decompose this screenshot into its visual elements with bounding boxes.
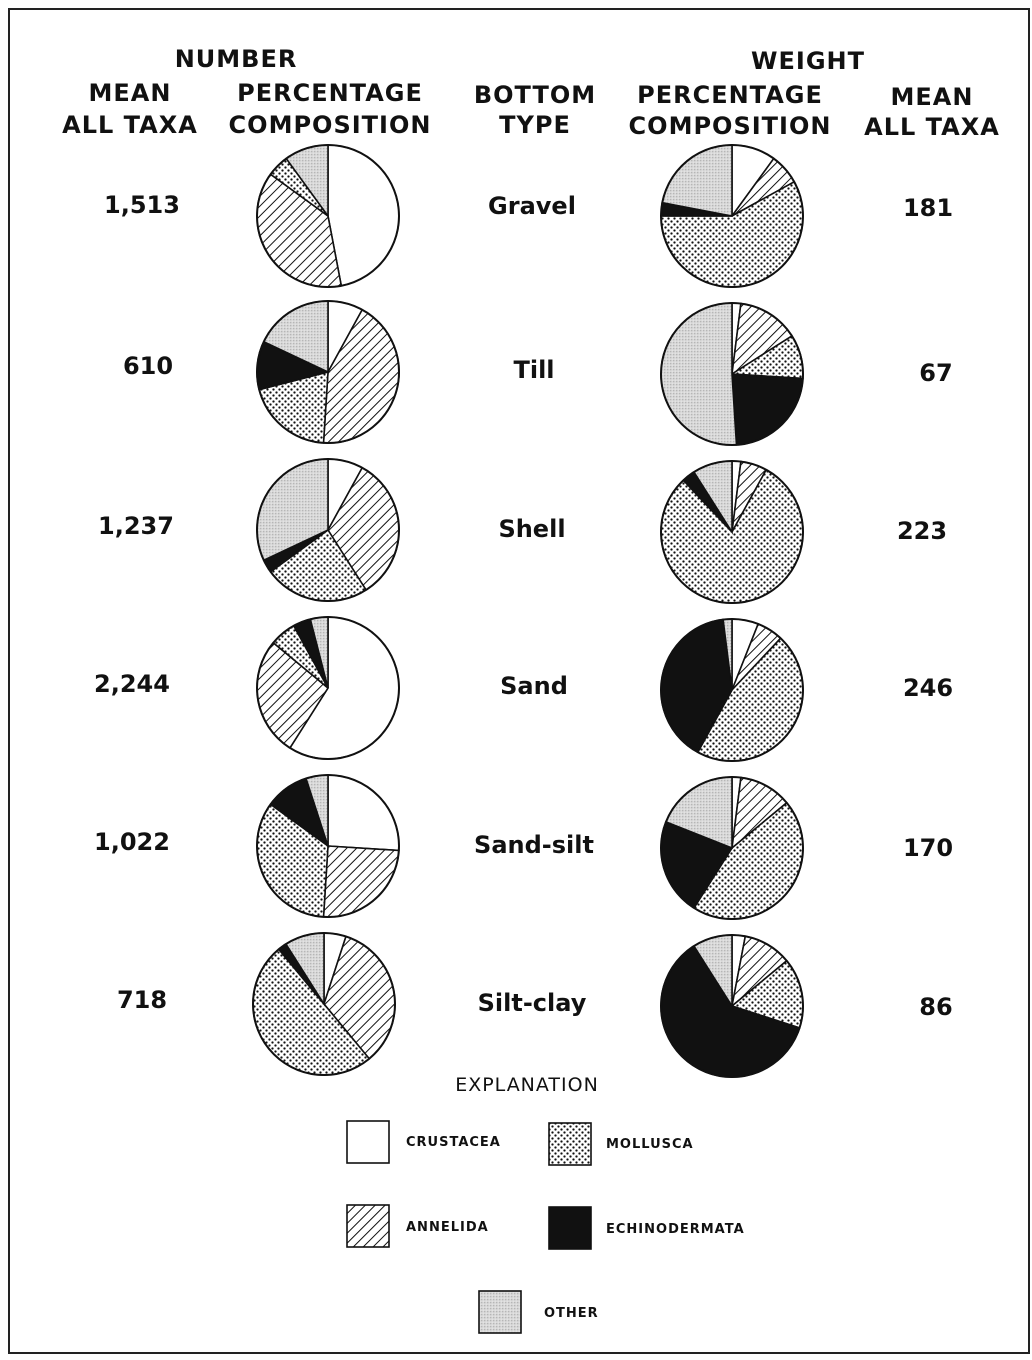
weight-pie-till-slice-other xyxy=(660,302,738,446)
bottom-type-gravel: Gravel xyxy=(488,192,576,220)
bottom-type-till: Till xyxy=(513,356,555,384)
number-mean-till: 610 xyxy=(122,352,174,380)
header-weight: WEIGHT xyxy=(751,47,865,75)
header-pct-right-2: COMPOSITION xyxy=(628,112,832,140)
weight-pie-sand-outline xyxy=(660,618,804,762)
header-pct-left-2: COMPOSITION xyxy=(228,111,432,139)
number-pie-gravel-outline xyxy=(256,144,400,288)
number-pie-sand-silt-slice-annelida xyxy=(322,845,400,918)
bottom-type-sand-silt: Sand-silt xyxy=(474,831,594,859)
legend-swatch-echinodermata xyxy=(548,1206,592,1250)
header-number: NUMBER xyxy=(174,45,298,73)
number-pie-silt-clay xyxy=(252,932,396,1076)
header-bottom-2: TYPE xyxy=(499,111,571,139)
bottom-type-silt-clay: Silt-clay xyxy=(477,989,587,1017)
number-pie-gravel xyxy=(256,144,400,288)
number-mean-sand: 2,244 xyxy=(94,670,170,698)
weight-pie-gravel xyxy=(660,144,804,288)
weight-pie-gravel-slice-other xyxy=(661,144,733,217)
weight-mean-sand: 246 xyxy=(902,674,954,702)
weight-pie-shell xyxy=(660,460,804,604)
legend-label-echinodermata: ECHINODERMATA xyxy=(606,1222,745,1237)
legend-swatch-fill-crustacea xyxy=(346,1120,390,1164)
legend-title: EXPLANATION xyxy=(455,1074,599,1096)
header-pct-left-1: PERCENTAGE xyxy=(237,79,423,107)
legend-swatch-other xyxy=(478,1290,522,1334)
weight-pie-sand xyxy=(660,618,804,762)
weight-pie-silt-clay-outline xyxy=(660,934,804,1078)
header-mean-right-1: MEAN xyxy=(890,83,974,111)
number-mean-shell: 1,237 xyxy=(98,512,174,540)
bottom-type-sand: Sand xyxy=(500,672,568,700)
legend-label-other: OTHER xyxy=(544,1306,599,1321)
header-mean-left-2: ALL TAXA xyxy=(62,111,198,139)
legend-swatch-mollusca xyxy=(548,1122,592,1166)
header-bottom-1: BOTTOM xyxy=(473,81,597,109)
header-pct-right-1: PERCENTAGE xyxy=(637,81,823,109)
number-pie-shell-outline xyxy=(256,458,400,602)
number-pie-till xyxy=(256,300,400,444)
number-mean-gravel: 1,513 xyxy=(104,191,180,219)
weight-mean-silt-clay: 86 xyxy=(919,993,953,1021)
number-pie-sand-silt xyxy=(256,774,400,918)
number-mean-sand-silt: 1,022 xyxy=(94,828,170,856)
number-mean-silt-clay: 718 xyxy=(116,986,168,1014)
legend-label-crustacea: CRUSTACEA xyxy=(406,1135,501,1150)
figure-frame xyxy=(8,8,1030,1354)
legend-swatch-annelida xyxy=(346,1204,390,1248)
weight-pie-till-outline xyxy=(660,302,804,446)
legend-label-mollusca: MOLLUSCA xyxy=(606,1137,694,1152)
legend-swatch-fill-annelida xyxy=(346,1204,390,1248)
number-pie-sand-silt-slice-crustacea xyxy=(327,774,400,852)
weight-pie-sand-silt-outline xyxy=(660,776,804,920)
legend-swatch-fill-echinodermata xyxy=(548,1206,592,1250)
weight-mean-sand-silt: 170 xyxy=(902,834,954,862)
weight-mean-shell: 223 xyxy=(896,517,948,545)
weight-pie-gravel-outline xyxy=(660,144,804,288)
bottom-type-shell: Shell xyxy=(498,515,566,543)
legend-label-annelida: ANNELIDA xyxy=(406,1220,489,1235)
weight-mean-gravel: 181 xyxy=(902,194,954,222)
header-mean-right-2: ALL TAXA xyxy=(864,113,1000,141)
number-pie-till-outline xyxy=(256,300,400,444)
weight-pie-sand-silt xyxy=(660,776,804,920)
number-pie-sand-silt-outline xyxy=(256,774,400,918)
legend-swatch-fill-other xyxy=(478,1290,522,1334)
weight-pie-silt-clay xyxy=(660,934,804,1078)
number-pie-silt-clay-outline xyxy=(252,932,396,1076)
weight-mean-till: 67 xyxy=(919,359,953,387)
number-pie-sand xyxy=(256,616,400,760)
header-mean-left-1: MEAN xyxy=(88,79,172,107)
legend-swatch-fill-mollusca xyxy=(548,1122,592,1166)
weight-pie-till-slice-echinodermata xyxy=(731,373,804,446)
number-pie-shell xyxy=(256,458,400,602)
number-pie-gravel-slice-crustacea xyxy=(327,144,400,287)
weight-pie-till xyxy=(660,302,804,446)
weight-pie-shell-outline xyxy=(660,460,804,604)
number-pie-sand-outline xyxy=(256,616,400,760)
legend-swatch-crustacea xyxy=(346,1120,390,1164)
